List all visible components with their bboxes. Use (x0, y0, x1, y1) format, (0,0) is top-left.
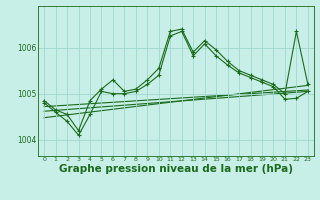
X-axis label: Graphe pression niveau de la mer (hPa): Graphe pression niveau de la mer (hPa) (59, 164, 293, 174)
